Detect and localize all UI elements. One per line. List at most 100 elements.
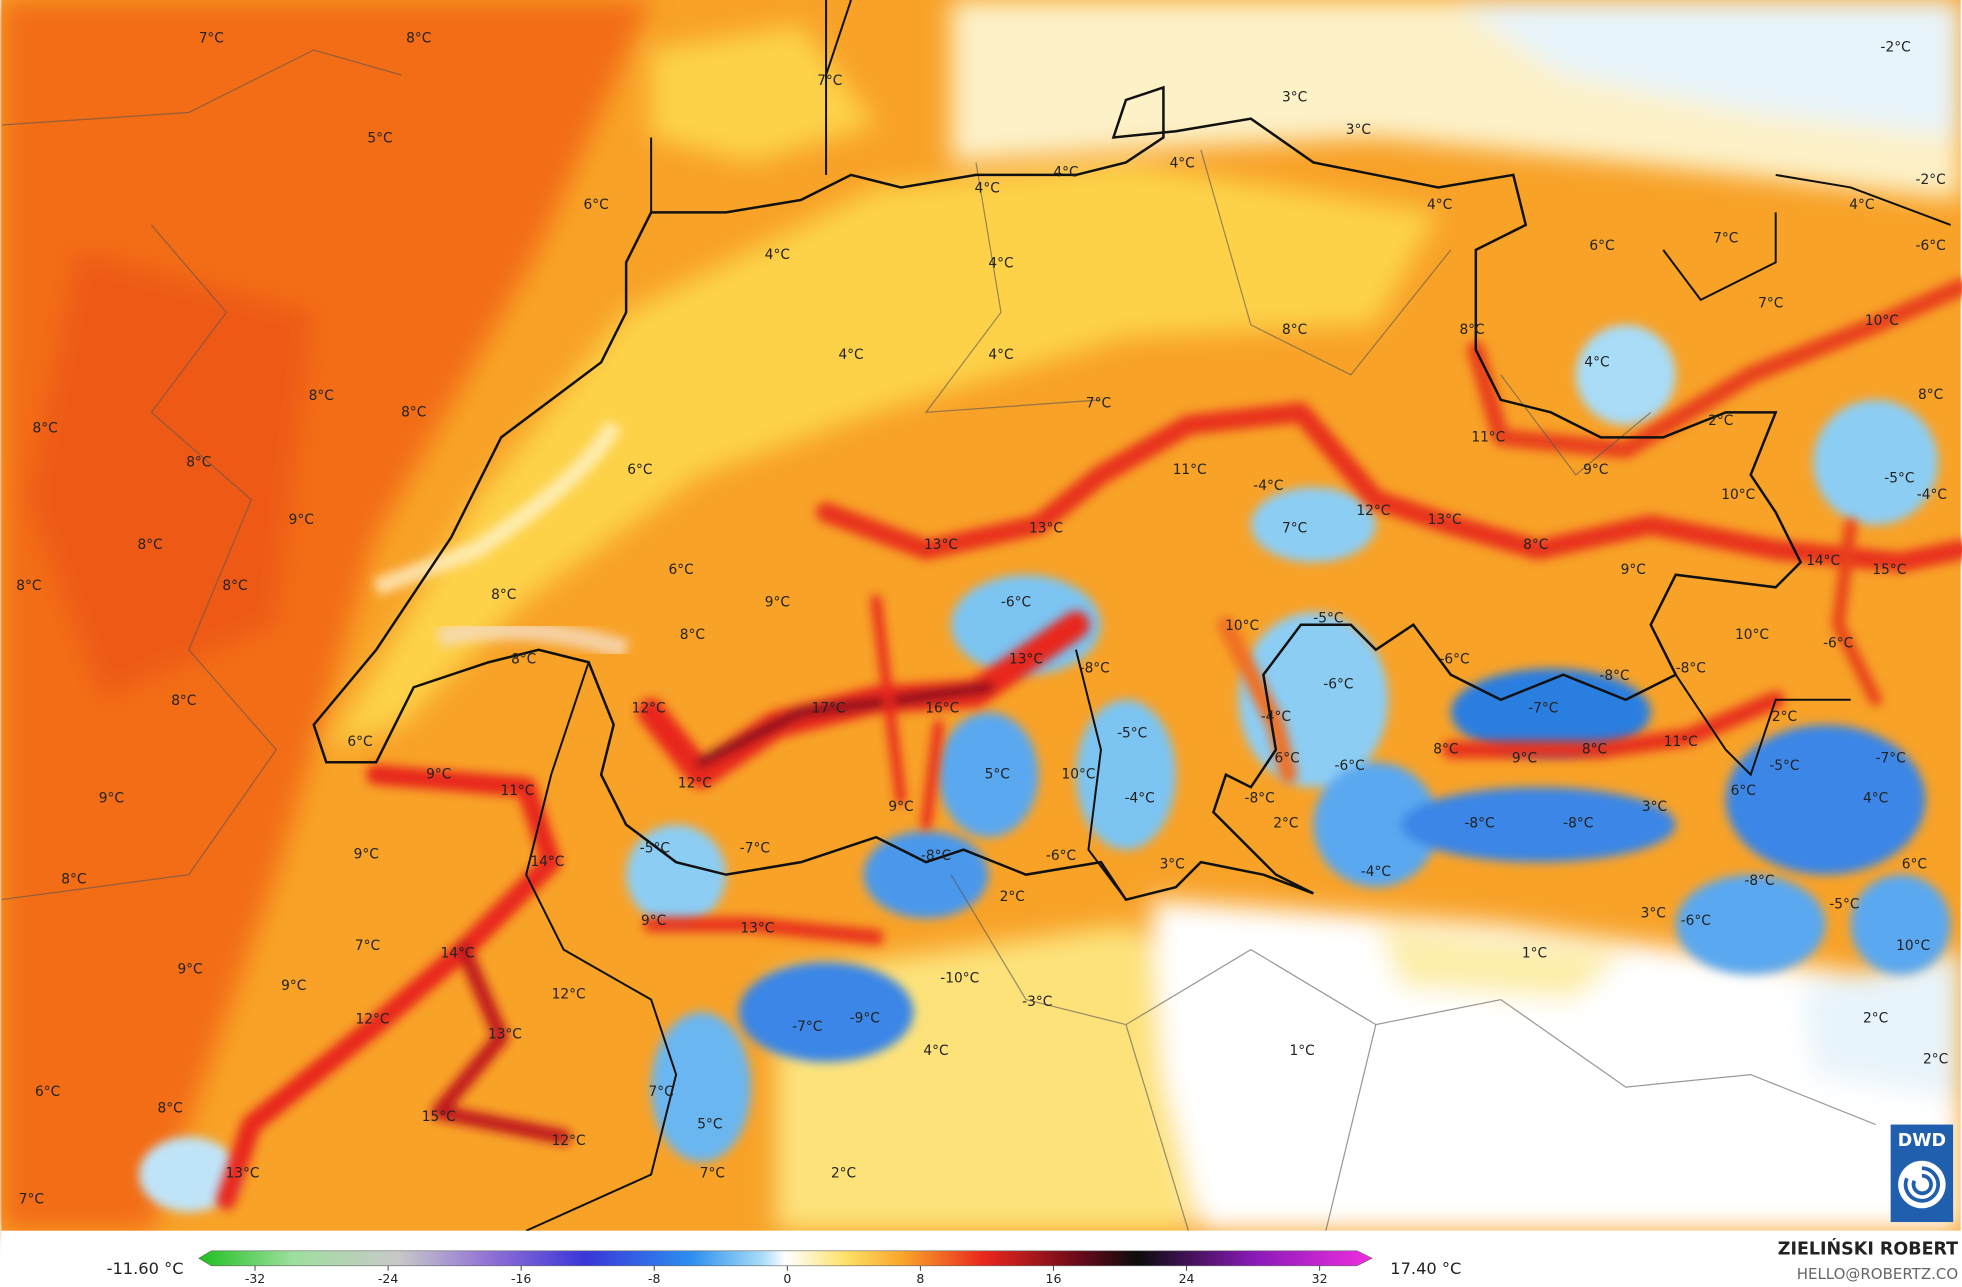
temperature-label: 13°C: [226, 1165, 260, 1181]
temperature-label: 6°C: [627, 462, 652, 478]
temperature-label: 8°C: [33, 421, 58, 437]
temperature-label: 5°C: [985, 767, 1010, 783]
temperature-label: 4°C: [1584, 354, 1609, 370]
temperature-label: 12°C: [552, 987, 586, 1003]
temperature-label: 14°C: [530, 854, 564, 870]
temperature-label: 9°C: [281, 978, 306, 994]
temperature-label: 13°C: [1029, 521, 1063, 537]
temperature-label: -6°C: [1323, 677, 1353, 693]
temperature-label: -6°C: [1046, 848, 1076, 864]
colorbar-ticks: -32 -24 -16 -8 0 8 16 24 32: [245, 1265, 1328, 1286]
temperature-label: 8°C: [171, 693, 196, 709]
colorbar-tick-label: 0: [783, 1271, 791, 1286]
temperature-label: 9°C: [888, 799, 913, 815]
temperature-label: 8°C: [1282, 322, 1307, 338]
temperature-label: -7°C: [792, 1019, 822, 1035]
colorbar-tick-label: -24: [378, 1271, 398, 1286]
temperature-label: 8°C: [680, 627, 705, 643]
temperature-label: 7°C: [199, 31, 224, 47]
temperature-label: 15°C: [1872, 562, 1906, 578]
temperature-label: 4°C: [1863, 790, 1888, 806]
temperature-label: -6°C: [1823, 636, 1853, 652]
temperature-label: 10°C: [1735, 627, 1769, 643]
temperature-label: 2°C: [1772, 709, 1797, 725]
author: ZIELIŃSKI ROBERT: [1778, 1238, 1958, 1260]
colorbar-tick-label: 32: [1312, 1271, 1328, 1286]
temperature-label: -5°C: [1829, 897, 1859, 913]
temperature-label: -8°C: [1563, 815, 1593, 831]
dwd-logo: DWD: [1890, 1124, 1954, 1223]
colorbar-tick-label: 8: [916, 1271, 924, 1286]
temperature-label: 9°C: [177, 962, 202, 978]
temperature-label: 11°C: [1471, 429, 1505, 445]
temperature-label: 7°C: [817, 73, 842, 89]
temperature-label: 17°C: [812, 700, 846, 716]
contact: HELLO@ROBERTZ.CO: [1797, 1265, 1958, 1283]
colorbar-tick-label: 16: [1046, 1271, 1062, 1286]
temperature-label: 2°C: [1000, 889, 1025, 905]
temperature-label: 8°C: [511, 652, 536, 668]
temperature-label: -5°C: [1313, 611, 1343, 627]
temperature-label: 4°C: [765, 247, 790, 263]
temperature-label: 9°C: [765, 594, 790, 610]
temperature-label: 10°C: [1896, 938, 1930, 954]
temperature-label: -7°C: [740, 840, 770, 856]
temperature-label: -7°C: [1528, 700, 1558, 716]
temperature-label: 8°C: [406, 31, 431, 47]
temperature-label: -4°C: [1253, 478, 1283, 494]
colorbar-tick-label: 24: [1179, 1271, 1195, 1286]
temperature-label: 11°C: [1173, 462, 1207, 478]
colorbar-tick-label: -32: [245, 1271, 265, 1286]
temperature-label: 4°C: [1849, 197, 1874, 213]
logo-text: DWD: [1898, 1131, 1946, 1151]
temperature-label: 8°C: [491, 587, 516, 603]
temperature-label: 9°C: [1621, 562, 1646, 578]
temperature-label: 7°C: [1282, 521, 1307, 537]
temperature-label: 15°C: [422, 1109, 456, 1125]
temperature-label: 8°C: [1433, 742, 1458, 758]
temperature-label: 10°C: [1225, 618, 1259, 634]
temperature-label: 3°C: [1641, 905, 1666, 921]
temperature-label: -6°C: [1439, 652, 1469, 668]
temperature-label: 9°C: [1583, 462, 1608, 478]
temperature-label: 2°C: [1923, 1052, 1948, 1068]
temperature-label: 12°C: [552, 1133, 586, 1149]
temperature-label: -6°C: [1916, 238, 1946, 254]
temperature-label: 13°C: [488, 1027, 522, 1043]
temperature-label: 2°C: [1273, 815, 1298, 831]
temperature-label: 8°C: [309, 388, 334, 404]
temperature-label: -2°C: [1916, 172, 1946, 188]
temperature-label: 14°C: [1806, 553, 1840, 569]
temperature-label: 8°C: [222, 578, 247, 594]
temperature-label: 9°C: [1512, 750, 1537, 766]
temperature-label: 7°C: [1086, 396, 1111, 412]
temperature-label: 4°C: [988, 347, 1013, 363]
temperature-label: -8°C: [921, 848, 951, 864]
colorbar-tick-label: -8: [648, 1271, 661, 1286]
temperature-label: -6°C: [1335, 758, 1365, 774]
temperature-label: 8°C: [137, 537, 162, 553]
temperature-label: 13°C: [924, 537, 958, 553]
temperature-label: 6°C: [1275, 750, 1300, 766]
temperature-label: -10°C: [940, 970, 979, 986]
temperature-label: 8°C: [186, 454, 211, 470]
temperature-label: 6°C: [1902, 857, 1927, 873]
temperature-label: 6°C: [1731, 783, 1756, 799]
temperature-label: 9°C: [426, 767, 451, 783]
map: 7°C 8°C 7°C -2°C 3°C 3°C 5°C 4°C 4°C 4°C 6°C 4°C 4°C…: [1, 0, 1962, 1232]
temperature-label: -5°C: [1884, 471, 1914, 487]
temperature-labels: 7°C 8°C 7°C -2°C 3°C 3°C 5°C 4°C 4°C 4°C 6°C 4°C 4°C…: [16, 31, 1948, 1208]
temperature-label: 3°C: [1282, 89, 1307, 105]
temperature-label: 13°C: [740, 920, 774, 936]
legend-min: -11.60 °C: [107, 1259, 184, 1278]
temperature-label: -8°C: [1245, 790, 1275, 806]
temperature-label: 2°C: [831, 1165, 856, 1181]
temperature-label: 4°C: [988, 256, 1013, 272]
national-border: [525, 649, 1851, 1232]
temperature-label: 8°C: [16, 578, 41, 594]
temperature-label: 9°C: [289, 512, 314, 528]
region-borders: [1, 49, 1876, 1231]
temperature-label: 6°C: [1589, 238, 1614, 254]
temperature-label: -3°C: [1022, 994, 1052, 1010]
